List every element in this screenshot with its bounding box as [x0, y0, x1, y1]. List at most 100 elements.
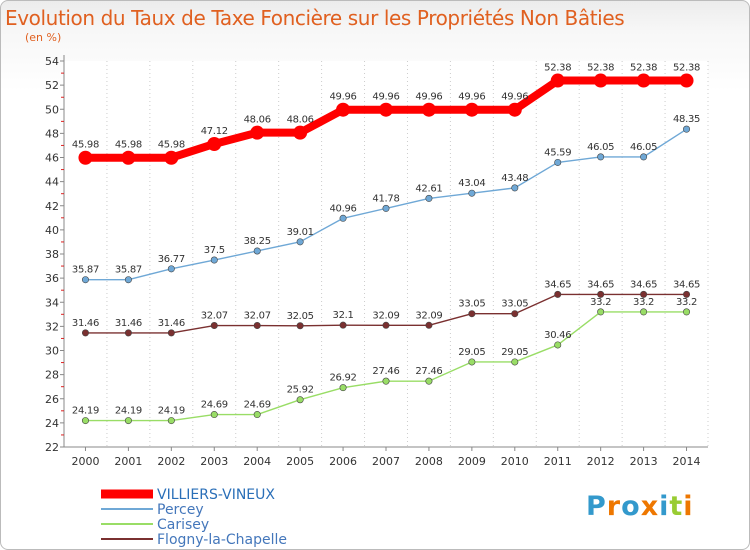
data-point: [339, 384, 347, 392]
data-label: 32.09: [415, 310, 442, 321]
data-label: 33.2: [590, 297, 611, 308]
data-point: [253, 322, 261, 330]
data-label: 33.2: [633, 297, 654, 308]
data-label: 26.92: [329, 373, 356, 384]
data-point: [382, 204, 390, 212]
x-tick-label: 2005: [286, 455, 314, 468]
y-tick-label: 48: [45, 127, 59, 140]
x-tick-label: 2000: [71, 455, 99, 468]
data-point: [210, 411, 218, 419]
data-point: [164, 150, 179, 165]
data-label: 32.1: [333, 310, 354, 321]
data-label: 31.46: [72, 318, 99, 329]
data-label: 45.98: [115, 140, 142, 151]
data-point: [640, 308, 648, 316]
y-tick-label: 50: [45, 103, 59, 116]
x-tick-label: 2012: [587, 455, 615, 468]
data-label: 43.04: [458, 178, 485, 189]
data-label: 48.06: [244, 115, 271, 126]
data-label: 36.77: [158, 254, 185, 265]
data-label: 33.05: [501, 299, 528, 310]
legend-label: Carisey: [157, 517, 209, 533]
y-tick-label: 38: [45, 248, 59, 261]
data-point: [511, 358, 519, 366]
y-tick-label: 54: [45, 55, 59, 68]
data-point: [597, 153, 605, 161]
x-tick-label: 2013: [630, 455, 658, 468]
logo-letter: o: [621, 491, 641, 522]
data-point: [124, 417, 132, 425]
x-tick-label: 2001: [114, 455, 142, 468]
data-point: [167, 417, 175, 425]
x-tick-label: 2007: [372, 455, 400, 468]
data-label: 45.98: [158, 140, 185, 151]
data-label: 31.46: [158, 318, 185, 329]
data-point: [379, 102, 393, 117]
data-point: [167, 329, 175, 337]
data-point: [425, 194, 433, 202]
data-label: 52.38: [673, 63, 700, 74]
data-label: 27.46: [415, 366, 442, 377]
data-point: [679, 73, 694, 88]
data-point: [296, 238, 304, 246]
data-point: [683, 125, 691, 133]
data-label: 29.05: [458, 347, 485, 358]
data-point: [683, 290, 691, 298]
legend-label: Percey: [157, 502, 204, 518]
data-point: [550, 73, 565, 88]
data-point: [554, 290, 562, 298]
data-label: 35.87: [72, 265, 99, 276]
legend-label: Flogny-la-Chapelle: [157, 532, 287, 548]
y-tick-label: 36: [45, 272, 59, 285]
data-point: [421, 102, 436, 117]
data-label: 34.65: [673, 279, 700, 290]
data-label: 41.78: [372, 193, 399, 204]
data-label: 32.09: [372, 310, 399, 321]
data-point: [468, 358, 476, 366]
data-label: 48.06: [287, 115, 314, 126]
data-point: [511, 310, 519, 318]
data-point: [511, 184, 519, 192]
x-tick-label: 2003: [200, 455, 228, 468]
data-point: [207, 136, 222, 151]
data-label: 49.96: [329, 92, 356, 103]
x-tick-label: 2002: [157, 455, 185, 468]
data-label: 49.96: [372, 92, 399, 103]
data-label: 49.96: [501, 92, 528, 103]
logo-letter: i: [683, 491, 694, 522]
data-label: 52.38: [630, 63, 657, 74]
data-point: [81, 329, 89, 337]
data-point: [636, 73, 651, 88]
data-label: 35.87: [115, 265, 142, 276]
data-label: 34.65: [544, 279, 571, 290]
data-point: [339, 321, 347, 329]
y-tick-label: 22: [45, 441, 59, 454]
data-label: 24.69: [244, 400, 271, 411]
y-tick-label: 40: [45, 224, 59, 237]
data-label: 49.96: [458, 92, 485, 103]
logo-letter: i: [659, 491, 670, 522]
data-point: [464, 102, 479, 117]
y-tick-label: 32: [45, 320, 59, 333]
data-point: [554, 341, 562, 349]
y-tick-label: 26: [45, 393, 59, 406]
data-label: 29.05: [501, 347, 528, 358]
data-point: [81, 417, 89, 425]
data-label: 45.98: [72, 140, 99, 151]
logo-letter: r: [606, 491, 622, 522]
data-point: [124, 329, 132, 337]
data-point: [336, 102, 351, 117]
data-label: 52.38: [544, 63, 571, 74]
x-tick-label: 2011: [544, 455, 572, 468]
data-label: 33.05: [458, 299, 485, 310]
data-label: 30.46: [544, 330, 571, 341]
data-label: 47.12: [201, 126, 228, 137]
data-point: [293, 125, 308, 140]
x-tick-label: 2010: [501, 455, 529, 468]
data-point: [253, 411, 261, 419]
data-point: [339, 214, 347, 222]
data-label: 34.65: [630, 279, 657, 290]
data-point: [425, 321, 433, 329]
data-label: 24.19: [158, 406, 185, 417]
